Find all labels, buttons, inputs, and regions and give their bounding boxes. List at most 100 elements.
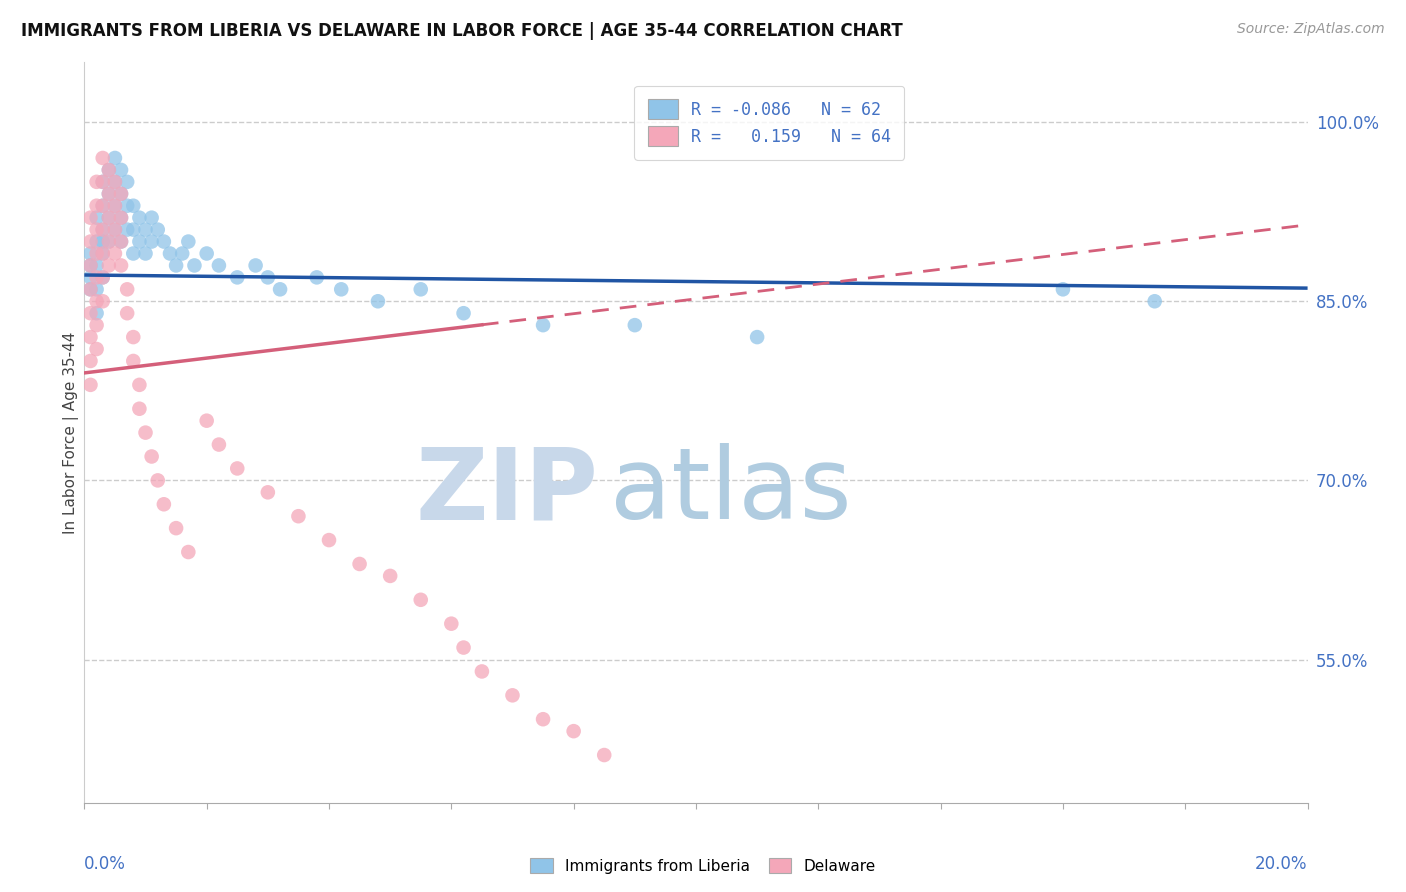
Point: [208, 437, 231, 451]
Point: [226, 461, 249, 475]
Point: [287, 509, 309, 524]
Point: [165, 521, 187, 535]
Point: [305, 270, 328, 285]
Point: [349, 557, 371, 571]
Point: [195, 414, 218, 428]
Point: [97, 186, 120, 201]
Point: [135, 246, 157, 260]
Point: [79, 306, 101, 320]
Point: [502, 689, 524, 703]
Point: [165, 259, 187, 273]
Point: [318, 533, 340, 547]
Point: [531, 318, 554, 333]
Point: [269, 282, 291, 296]
Point: [104, 199, 127, 213]
Point: [91, 246, 114, 260]
Point: [86, 318, 108, 333]
Point: [91, 270, 114, 285]
Point: [91, 294, 114, 309]
Point: [122, 199, 145, 213]
Point: [91, 246, 114, 260]
Point: [141, 211, 163, 225]
Point: [110, 186, 132, 201]
Point: [91, 235, 114, 249]
Point: [153, 497, 176, 511]
Point: [110, 211, 132, 225]
Point: [177, 235, 200, 249]
Text: IMMIGRANTS FROM LIBERIA VS DELAWARE IN LABOR FORCE | AGE 35-44 CORRELATION CHART: IMMIGRANTS FROM LIBERIA VS DELAWARE IN L…: [21, 22, 903, 40]
Point: [86, 246, 108, 260]
Point: [79, 259, 101, 273]
Point: [79, 246, 101, 260]
Point: [245, 259, 267, 273]
Text: Source: ZipAtlas.com: Source: ZipAtlas.com: [1237, 22, 1385, 37]
Point: [79, 270, 101, 285]
Point: [91, 151, 114, 165]
Point: [79, 354, 101, 368]
Point: [122, 354, 145, 368]
Point: [135, 425, 157, 440]
Point: [86, 235, 108, 249]
Y-axis label: In Labor Force | Age 35-44: In Labor Force | Age 35-44: [63, 332, 79, 533]
Point: [195, 246, 218, 260]
Point: [115, 282, 138, 296]
Point: [128, 401, 150, 416]
Point: [110, 235, 132, 249]
Point: [208, 259, 231, 273]
Point: [177, 545, 200, 559]
Point: [97, 235, 120, 249]
Point: [115, 175, 138, 189]
Point: [86, 175, 108, 189]
Point: [146, 474, 169, 488]
Point: [79, 282, 101, 296]
Point: [91, 270, 114, 285]
Point: [97, 162, 120, 177]
Point: [91, 199, 114, 213]
Point: [97, 211, 120, 225]
Point: [79, 259, 101, 273]
Point: [593, 747, 616, 762]
Point: [122, 330, 145, 344]
Point: [122, 222, 145, 236]
Point: [91, 222, 114, 236]
Point: [97, 259, 120, 273]
Point: [91, 175, 114, 189]
Point: [141, 235, 163, 249]
Point: [367, 294, 389, 309]
Point: [86, 294, 108, 309]
Point: [86, 270, 108, 285]
Point: [159, 246, 181, 260]
Point: [471, 665, 494, 679]
Point: [104, 175, 127, 189]
Point: [97, 162, 120, 177]
Point: [115, 222, 138, 236]
Point: [86, 306, 108, 320]
Point: [257, 485, 280, 500]
Point: [409, 282, 432, 296]
Point: [128, 211, 150, 225]
Point: [562, 724, 585, 739]
Point: [91, 175, 114, 189]
Point: [122, 246, 145, 260]
Point: [330, 282, 353, 296]
Point: [226, 270, 249, 285]
Legend: R = -0.086   N = 62, R =   0.159   N = 64: R = -0.086 N = 62, R = 0.159 N = 64: [634, 86, 904, 160]
Legend: Immigrants from Liberia, Delaware: Immigrants from Liberia, Delaware: [524, 852, 882, 880]
Point: [79, 330, 101, 344]
Point: [747, 330, 769, 344]
Point: [128, 235, 150, 249]
Point: [135, 222, 157, 236]
Point: [183, 259, 205, 273]
Point: [453, 640, 475, 655]
Point: [86, 211, 108, 225]
Point: [128, 377, 150, 392]
Point: [115, 199, 138, 213]
Point: [453, 306, 475, 320]
Point: [97, 186, 120, 201]
Point: [440, 616, 463, 631]
Text: ZIP: ZIP: [415, 443, 598, 541]
Point: [409, 592, 432, 607]
Point: [104, 222, 127, 236]
Point: [104, 199, 127, 213]
Point: [153, 235, 176, 249]
